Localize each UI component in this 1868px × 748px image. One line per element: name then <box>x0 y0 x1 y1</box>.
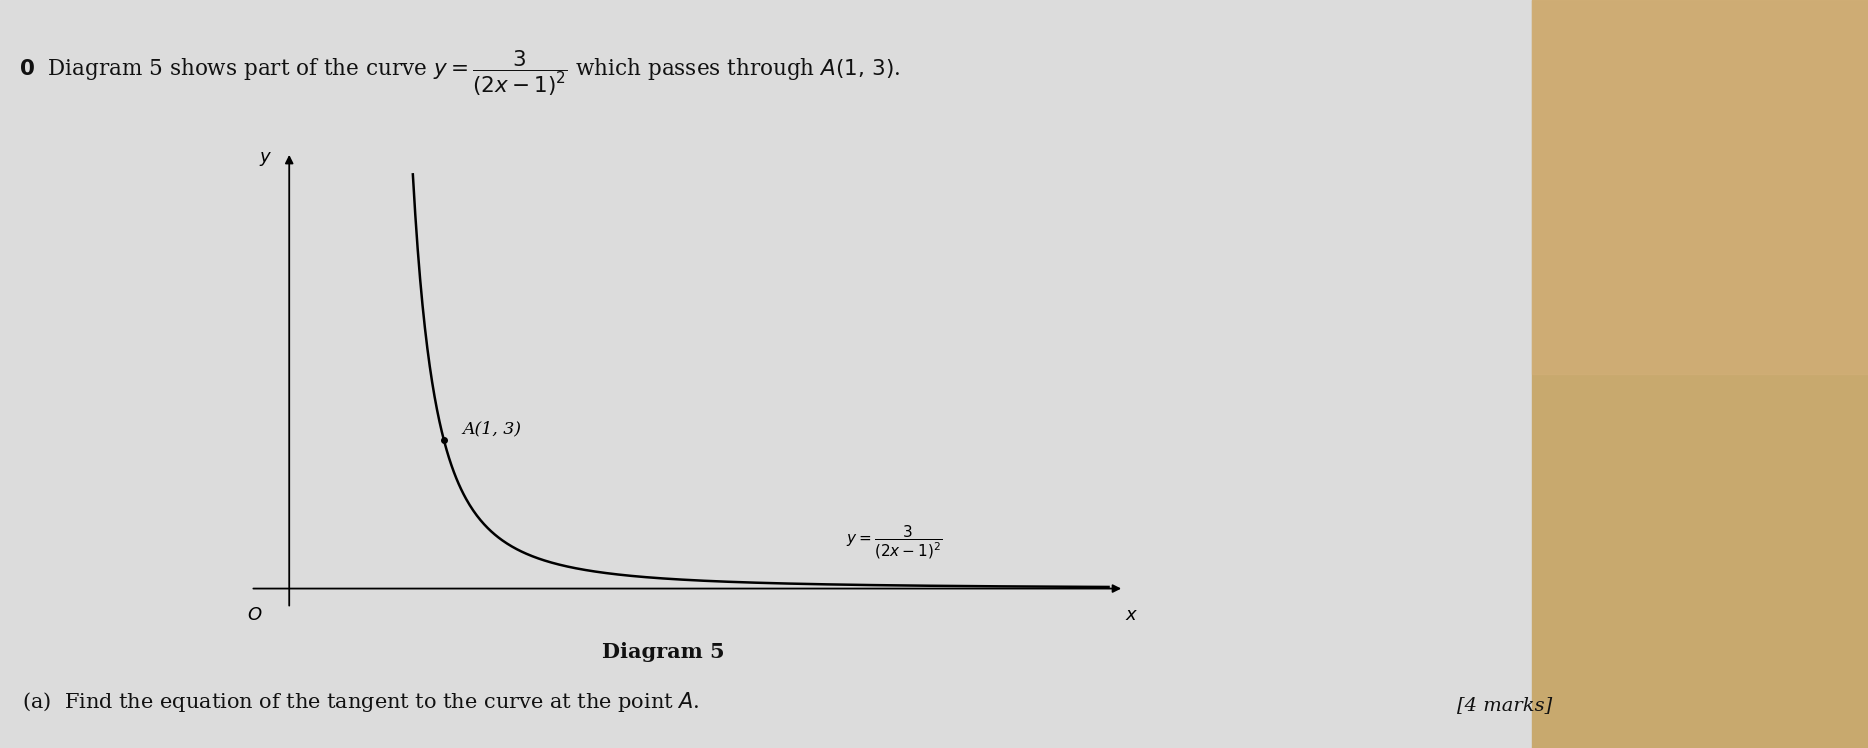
Text: $y = \dfrac{3}{(2x-1)^2}$: $y = \dfrac{3}{(2x-1)^2}$ <box>846 524 941 561</box>
Text: $O$: $O$ <box>247 606 263 624</box>
Text: $y$: $y$ <box>260 150 273 168</box>
Text: $x$: $x$ <box>1125 606 1138 624</box>
Text: Diagram 5: Diagram 5 <box>601 642 725 662</box>
Bar <box>0 0 1532 748</box>
Bar <box>1532 0 1868 374</box>
Text: [4 marks]: [4 marks] <box>1457 696 1552 714</box>
Bar <box>1532 0 1868 748</box>
Text: A(1, 3): A(1, 3) <box>463 420 521 438</box>
Text: $\mathbf{0}$  Diagram 5 shows part of the curve $y = \dfrac{3}{(2x-1)^2}$ which : $\mathbf{0}$ Diagram 5 shows part of the… <box>19 49 900 98</box>
Text: (a)  Find the equation of the tangent to the curve at the point $A$.: (a) Find the equation of the tangent to … <box>22 690 700 714</box>
